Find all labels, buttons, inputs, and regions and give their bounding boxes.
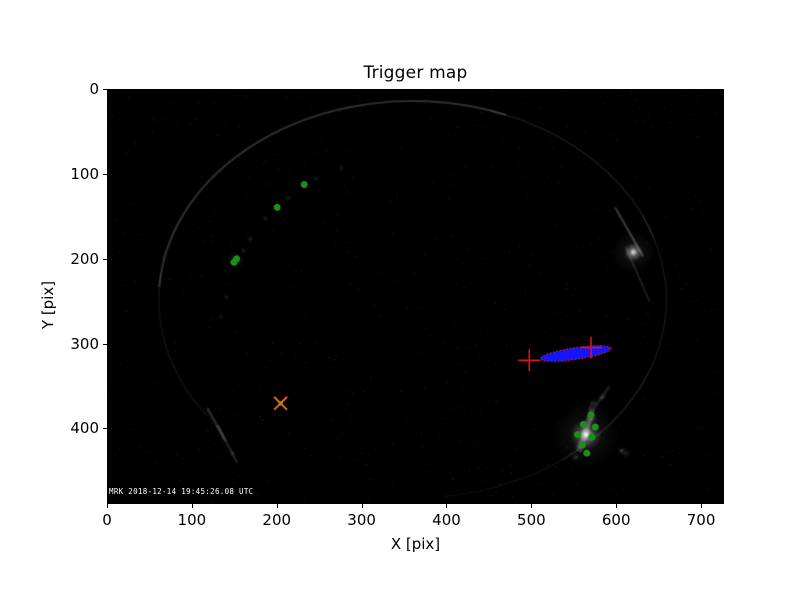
triggered-pixel-marker xyxy=(583,450,590,457)
x-tick-label: 300 xyxy=(347,511,376,529)
page-title: Trigger map xyxy=(107,63,724,83)
y-tick-mark xyxy=(103,259,107,260)
triggered-pixel-marker xyxy=(592,424,599,431)
endpoint-cross-marker xyxy=(518,349,540,371)
y-tick-mark xyxy=(103,428,107,429)
triggered-pixel-marker xyxy=(231,259,238,266)
triggered-pixel-marker xyxy=(274,204,281,211)
x-tick-mark xyxy=(531,504,532,508)
y-tick-label: 400 xyxy=(55,419,99,437)
trigger-map-figure: Trigger map MRK 2018-12-14 19:45:26.08 U… xyxy=(0,0,800,600)
source-position-marker xyxy=(274,397,287,410)
camera-image-axes[interactable]: MRK 2018-12-14 19:45:26.08 UTC xyxy=(107,89,724,504)
x-tick-mark xyxy=(192,504,193,508)
source-position-x-marker xyxy=(274,397,287,410)
x-tick-mark xyxy=(446,504,447,508)
triggered-pixel-marker xyxy=(579,441,586,448)
x-tick-mark xyxy=(277,504,278,508)
hillas-ellipse-group xyxy=(540,342,612,364)
marker-overlay xyxy=(108,90,723,503)
triggered-pixel-markers xyxy=(231,181,599,457)
x-tick-label: 200 xyxy=(262,511,291,529)
x-tick-label: 500 xyxy=(517,511,546,529)
y-tick-label: 300 xyxy=(55,335,99,353)
x-tick-mark xyxy=(362,504,363,508)
x-axis-label: X [pix] xyxy=(107,535,724,553)
y-tick-label: 0 xyxy=(55,80,99,98)
x-tick-mark xyxy=(616,504,617,508)
hillas-ellipse xyxy=(540,342,612,364)
x-tick-label: 600 xyxy=(602,511,631,529)
triggered-pixel-marker xyxy=(580,421,587,428)
x-tick-label: 400 xyxy=(432,511,461,529)
triggered-pixel-marker xyxy=(588,412,595,419)
x-tick-mark xyxy=(701,504,702,508)
y-axis-label: Y [pix] xyxy=(39,245,57,365)
y-tick-mark xyxy=(103,344,107,345)
x-tick-label: 0 xyxy=(102,511,112,529)
y-tick-mark xyxy=(103,174,107,175)
timestamp-overlay: MRK 2018-12-14 19:45:26.08 UTC xyxy=(109,487,253,496)
x-tick-label: 700 xyxy=(687,511,716,529)
triggered-pixel-marker xyxy=(588,434,595,441)
y-tick-label: 200 xyxy=(55,250,99,268)
x-tick-mark xyxy=(107,504,108,508)
triggered-pixel-marker xyxy=(574,431,581,438)
y-tick-mark xyxy=(103,89,107,90)
triggered-pixel-marker xyxy=(301,181,308,188)
x-tick-label: 100 xyxy=(178,511,207,529)
y-tick-label: 100 xyxy=(55,165,99,183)
